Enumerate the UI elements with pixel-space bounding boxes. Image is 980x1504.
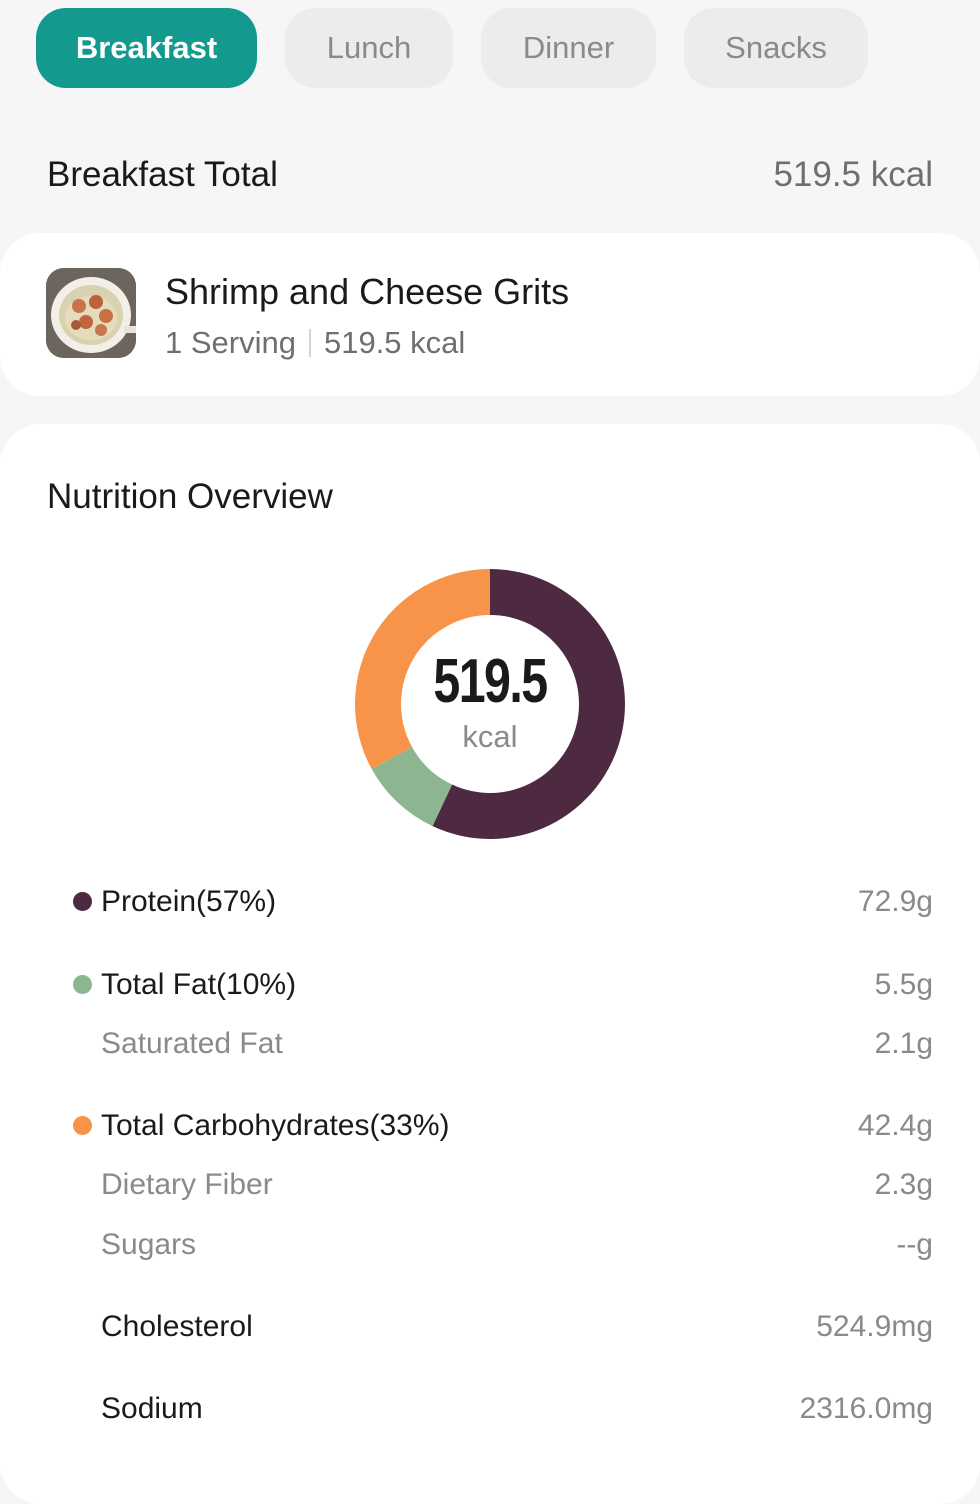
fat-dot (73, 975, 92, 994)
food-kcal: 519.5 kcal (323, 325, 466, 360)
carbs-dot (73, 1116, 92, 1135)
nutrient-row-dietary-fiber: Dietary Fiber 2.3g (0, 1163, 980, 1207)
nutrient-value: 5.5g (874, 968, 933, 1001)
meal-total-row: Breakfast Total 519.5 kcal (47, 150, 933, 200)
nutrient-label: Saturated Fat (101, 1027, 283, 1060)
nutrient-row-total-fat: Total Fat(10%) 5.5g (0, 963, 980, 1007)
nutrient-value: 42.4g (857, 1109, 933, 1142)
nutrient-label: Cholesterol (101, 1310, 253, 1343)
nutrient-row-saturated-fat: Saturated Fat 2.1g (0, 1022, 980, 1066)
food-details: 1 Serving 519.5 kcal (165, 325, 465, 361)
nutrient-row-total-carbohydrates: Total Carbohydrates(33%) 42.4g (0, 1104, 980, 1148)
separator (308, 329, 311, 357)
nutrient-value: 2316.0mg (799, 1392, 933, 1425)
nutrient-row-sodium: Sodium 2316.0mg (0, 1387, 980, 1431)
food-serving: 1 Serving (165, 325, 296, 360)
donut-slice-total-carbohydrates (355, 569, 490, 770)
nutrient-row-cholesterol: Cholesterol 524.9mg (0, 1305, 980, 1349)
macro-donut-chart (355, 569, 625, 839)
tab-breakfast[interactable]: Breakfast (36, 8, 257, 88)
food-photo (46, 268, 136, 358)
donut-calorie-value: 519.5 (433, 647, 548, 716)
nutrient-row-protein: Protein(57%) 72.9g (0, 880, 980, 924)
nutrient-row-sugars: Sugars --g (0, 1223, 980, 1267)
donut-slice-protein (432, 569, 625, 839)
nutrient-label: Sodium (101, 1392, 203, 1425)
tab-dinner[interactable]: Dinner (481, 8, 656, 88)
nutrient-label: Protein(57%) (101, 885, 277, 918)
donut-slice-total-fat (371, 746, 453, 827)
nutrient-value: --g (896, 1228, 933, 1261)
meal-total-value: 519.5 kcal (773, 155, 933, 194)
nutrient-value: 2.3g (874, 1168, 933, 1201)
nutrition-overview-card: Nutrition Overview 519.5 kcal Protein(57… (0, 424, 980, 1504)
nutrient-label: Total Fat(10%) (101, 968, 297, 1001)
nutrient-label: Sugars (101, 1228, 197, 1261)
tab-snacks[interactable]: Snacks (684, 8, 868, 88)
nutrient-value: 524.9mg (816, 1310, 933, 1343)
nutrient-label: Total Carbohydrates(33%) (101, 1109, 450, 1142)
donut-calorie-unit: kcal (462, 719, 518, 754)
tab-lunch[interactable]: Lunch (285, 8, 453, 88)
food-item-card[interactable]: Shrimp and Cheese Grits 1 Serving 519.5 … (0, 233, 980, 396)
nutrient-label: Dietary Fiber (101, 1168, 273, 1201)
nutrient-value: 72.9g (857, 885, 933, 918)
meal-total-label: Breakfast Total (47, 155, 278, 194)
meal-tabs: Breakfast Lunch Dinner Snacks (36, 8, 896, 88)
food-name: Shrimp and Cheese Grits (165, 271, 570, 312)
protein-dot (73, 892, 92, 911)
nutrition-title: Nutrition Overview (47, 477, 333, 516)
nutrient-value: 2.1g (874, 1027, 933, 1060)
